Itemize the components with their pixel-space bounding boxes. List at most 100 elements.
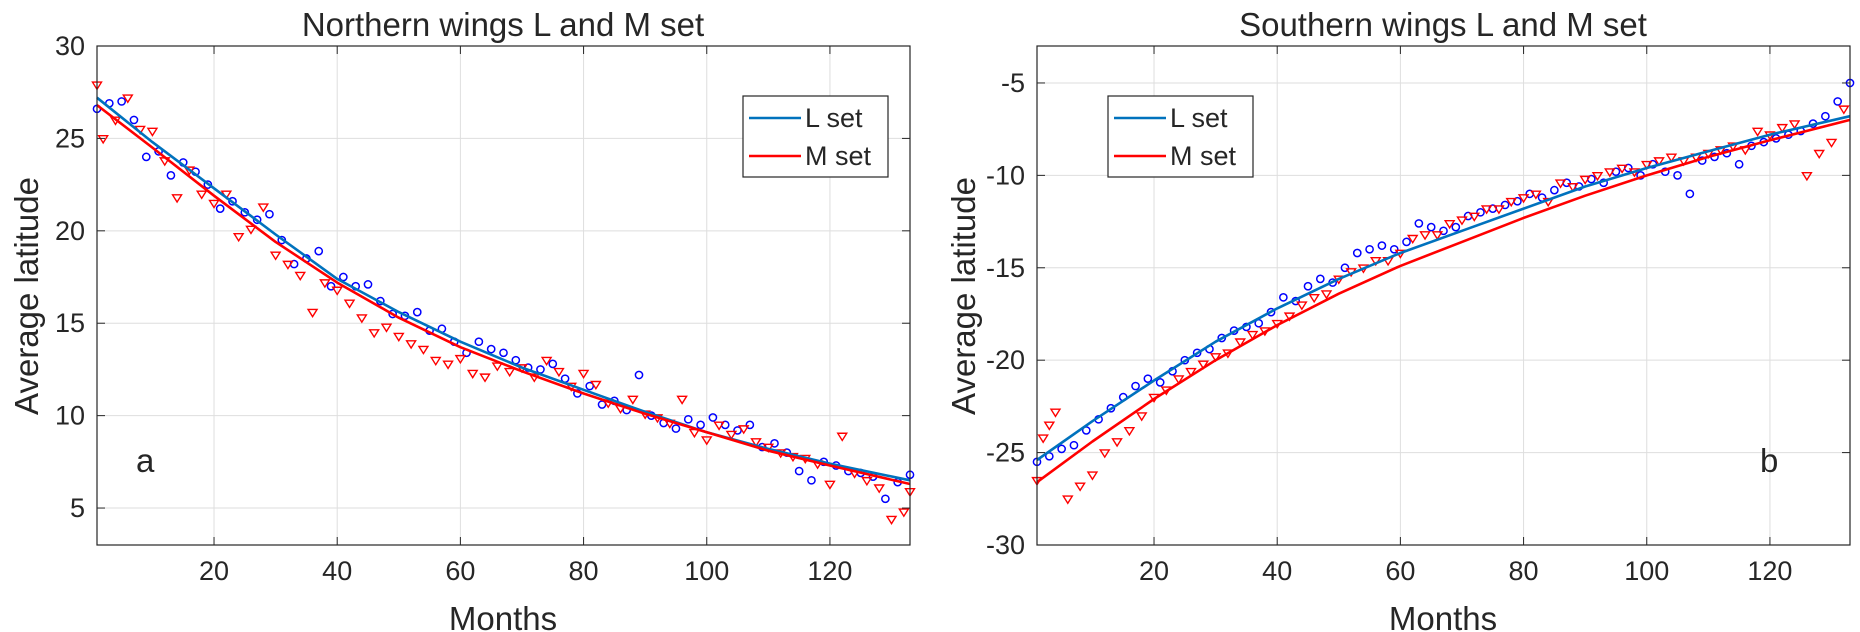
data-point-m-set [590, 380, 602, 391]
data-point-l-set [671, 424, 681, 433]
data-point-l-set [129, 115, 139, 125]
x-tick-label: 20 [199, 556, 229, 586]
data-point-l-set [1426, 222, 1436, 232]
y-axis-label: Average latitude [945, 177, 982, 415]
x-tick-label: 60 [1385, 556, 1415, 586]
data-point-m-set [1443, 220, 1456, 230]
data-point-l-set [585, 381, 595, 391]
data-point-m-set [1604, 168, 1616, 178]
data-point-m-set [1406, 234, 1419, 245]
data-point-m-set [1062, 495, 1074, 505]
data-point-m-set [1665, 153, 1678, 163]
axes-frame [96, 45, 911, 546]
data-point-m-set [294, 271, 307, 281]
data-point-m-set [713, 421, 725, 431]
data-point-m-set [737, 425, 750, 435]
data-point-l-set [708, 413, 718, 422]
data-point-m-set [208, 199, 220, 209]
data-point-m-set [725, 430, 738, 440]
y-axis-label: Average latitude [8, 177, 45, 415]
data-point-m-set [1246, 330, 1259, 341]
data-point-l-set [412, 307, 422, 317]
legend-entry: L set [1170, 103, 1228, 133]
data-point-m-set [540, 356, 553, 367]
y-tick-label: -25 [986, 438, 1025, 468]
data-point-m-set [429, 356, 442, 367]
data-point-l-set [1352, 248, 1362, 258]
legend: L set M set [1107, 95, 1254, 178]
data-point-l-set [240, 207, 250, 217]
data-point-l-set [499, 348, 508, 358]
data-point-l-set [807, 475, 816, 485]
data-point-l-set [1685, 189, 1695, 199]
data-point-l-set [339, 272, 348, 282]
x-tick-label: 80 [1509, 556, 1539, 586]
data-point-m-set [861, 476, 873, 487]
data-point-l-set [1143, 374, 1153, 384]
data-point-m-set [873, 484, 885, 494]
data-point-m-set [700, 436, 713, 446]
panel-label: a [136, 442, 155, 479]
data-point-l-set [1266, 307, 1276, 317]
data-point-m-set [393, 332, 405, 342]
data-point-l-set [1217, 333, 1227, 343]
data-point-l-set [1414, 219, 1424, 228]
data-point-m-set [1135, 412, 1148, 422]
data-point-m-set [1554, 179, 1567, 189]
data-point-m-set [1209, 353, 1222, 363]
data-point-l-set [1057, 444, 1066, 454]
data-point-m-set [1788, 120, 1801, 130]
data-point-m-set [380, 323, 393, 333]
data-point-m-set [97, 135, 109, 145]
data-point-m-set [1172, 375, 1185, 385]
data-point-m-set [171, 194, 183, 204]
data-point-m-set [627, 395, 639, 405]
data-point-l-set [117, 97, 126, 106]
data-point-l-set [1439, 226, 1448, 236]
data-point-m-set [479, 373, 491, 383]
y-tick-label: 20 [55, 216, 85, 246]
chart-south: 20 40 60 80 100 120 -30 -25 -20 -15 -10 -5 Southern … [945, 6, 1855, 632]
data-point-m-set [1308, 293, 1320, 304]
legend-box [742, 95, 889, 178]
data-point-m-set [1098, 449, 1111, 459]
data-point-m-set [1037, 434, 1049, 444]
data-point-m-set [1049, 408, 1062, 418]
x-axis-label: Months [449, 600, 557, 632]
y-tick-label: -5 [1001, 68, 1025, 98]
data-point-m-set [824, 480, 836, 490]
data-point-m-set [1320, 290, 1333, 300]
data-point-l-set [1340, 263, 1350, 273]
data-point-l-set [683, 414, 693, 424]
data-point-m-set [553, 367, 565, 378]
data-point-m-set [1530, 190, 1542, 200]
data-point-m-set [1419, 231, 1431, 241]
data-point-m-set [368, 329, 380, 339]
data-point-m-set [1801, 171, 1813, 182]
data-point-m-set [1591, 171, 1604, 182]
data-point-m-set [1751, 127, 1764, 137]
y-tick-label: -15 [986, 253, 1025, 283]
data-point-m-set [319, 279, 331, 289]
data-point-l-set [733, 426, 742, 435]
data-point-m-set [1043, 421, 1056, 431]
data-point-l-set [265, 209, 274, 219]
data-point-m-set [306, 308, 319, 318]
data-point-m-set [405, 340, 417, 350]
data-point-l-set [881, 494, 890, 504]
x-tick-label: 100 [1624, 556, 1669, 586]
data-point-l-set [388, 309, 397, 319]
fit-line-m-set [96, 104, 911, 486]
data-point-l-set [252, 215, 262, 225]
data-point-m-set [750, 438, 762, 448]
panel-label: b [1760, 442, 1778, 479]
data-point-l-set [1402, 237, 1411, 247]
x-tick-label: 100 [684, 556, 729, 586]
data-point-l-set [634, 370, 644, 380]
data-point-m-set [676, 395, 688, 405]
data-point-m-set [1838, 105, 1850, 115]
y-tick-label: 15 [55, 308, 85, 338]
x-tick-label: 60 [445, 556, 475, 586]
data-point-m-set [195, 190, 208, 200]
